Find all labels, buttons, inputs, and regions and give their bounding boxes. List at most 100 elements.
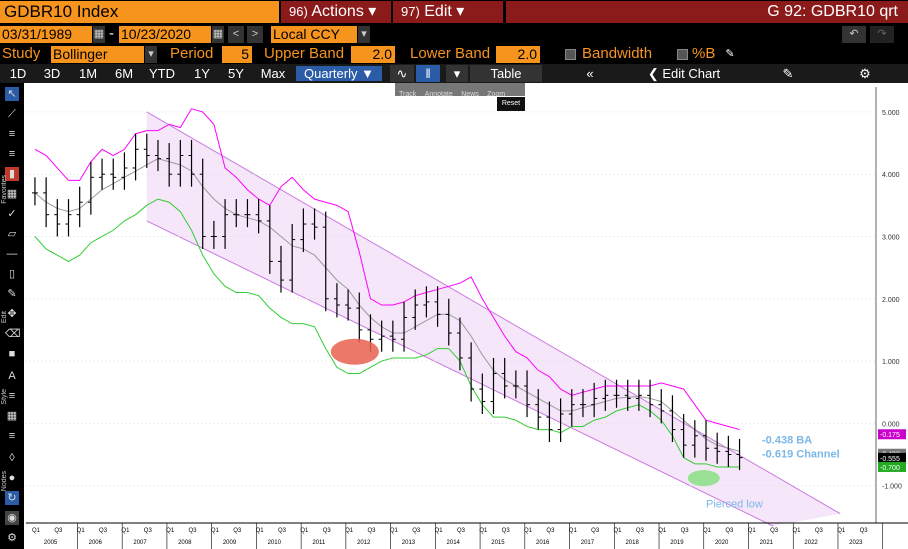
timeframe-1d[interactable]: 1D	[9, 66, 27, 81]
ticker-field[interactable]: GDBR10 Index	[0, 1, 279, 23]
node-icon[interactable]: ◊	[9, 452, 15, 464]
x-quarter-label: Q1	[32, 528, 41, 534]
bandwidth-label: Bandwidth	[582, 45, 653, 62]
x-year-label: 2013	[402, 540, 416, 546]
next-arrow-icon[interactable]: >	[247, 26, 263, 43]
end-date-field[interactable]: 10/23/2020	[119, 26, 211, 43]
style-icon[interactable]: ▦	[6, 410, 18, 422]
lower-band-input[interactable]: 2.0	[496, 46, 540, 63]
eraser-icon[interactable]: ⌫	[5, 328, 21, 340]
left-toolbar: ↖ ⟋ ≡ ≡ ▮ ▦ ✓ ▱ — ▯ ✎ ✥ ⌫ ■ A ≡ ▦ ≡ ◊ ● …	[0, 83, 24, 549]
period-label: Period	[170, 45, 214, 62]
x-quarter-label: Q1	[256, 528, 265, 534]
period-input[interactable]: 5	[222, 46, 252, 63]
x-year-label: 2007	[133, 540, 147, 546]
bar-chart-icon[interactable]: ‖	[416, 65, 440, 82]
x-quarter-label: Q1	[703, 528, 712, 534]
x-quarter-label: Q1	[748, 528, 757, 534]
line-tool-icon[interactable]: ⟋	[8, 108, 16, 120]
start-date-field[interactable]: 03/31/1989	[0, 26, 92, 43]
line-chart-icon[interactable]: ∿	[390, 65, 414, 82]
delete-icon[interactable]: ■	[8, 348, 16, 360]
ruler-icon[interactable]: ▯	[8, 268, 16, 280]
actions-menu-button[interactable]: 96) Actions ▾	[281, 1, 391, 23]
x-quarter-label: Q3	[815, 528, 824, 534]
shapes-icon[interactable]: ▱	[7, 228, 17, 240]
prev-arrow-icon[interactable]: <	[228, 26, 244, 43]
move-icon[interactable]: ✥	[7, 308, 17, 320]
zoom-button[interactable]: Zoom	[487, 91, 506, 98]
calendar-icon[interactable]: ▦	[93, 26, 105, 43]
chevron-down-icon[interactable]: ▾	[358, 26, 370, 43]
upper-band-input[interactable]: 2.0	[351, 46, 395, 63]
pctb-checkbox[interactable]	[677, 49, 688, 60]
pen-icon[interactable]: ✎	[7, 288, 17, 300]
actions-menu-number: 96)	[289, 4, 308, 19]
y-tick-label: 4.000	[882, 172, 900, 179]
chart-area[interactable]: 5.000 4.000 3.000 2.000 1.000 0.000 -1.000 -0.1…	[24, 83, 908, 549]
period-select[interactable]: Quarterly ▼	[296, 66, 382, 81]
gear-icon[interactable]: ⚙	[852, 65, 878, 82]
timeframe-ytd[interactable]: YTD	[149, 66, 175, 81]
price-tag-bg	[878, 452, 906, 463]
timeframe-max[interactable]: Max	[260, 66, 286, 81]
pencil-icon[interactable]: ✎	[722, 46, 738, 63]
chevron-down-icon[interactable]: ▾	[446, 65, 468, 82]
reset-button[interactable]: Reset	[497, 97, 525, 111]
x-quarter-label: Q1	[121, 528, 130, 534]
x-year-label: 2021	[760, 540, 774, 546]
x-quarter-label: Q1	[792, 528, 801, 534]
timeframe-1m[interactable]: 1M	[78, 66, 98, 81]
layers-icon[interactable]: ≡	[8, 430, 16, 442]
bandwidth-checkbox[interactable]	[565, 49, 576, 60]
trend-channel	[146, 111, 841, 527]
font-icon[interactable]: A	[8, 370, 16, 382]
settings-icon[interactable]: ⚙	[7, 532, 17, 544]
refresh-icon[interactable]: ↻	[5, 491, 19, 505]
study-select[interactable]: Bollinger	[51, 46, 144, 63]
chevron-down-icon[interactable]: ▾	[145, 46, 157, 63]
edit-chart-button[interactable]: ❮ Edit Chart	[636, 65, 732, 82]
timeframe-5y[interactable]: 5Y	[228, 66, 244, 81]
timeframe-1y[interactable]: 1Y	[194, 66, 210, 81]
chart-title: G 92: GDBR10 qrt	[506, 1, 908, 23]
chart-float-toolbar: Track Annotate News Zoom	[395, 83, 525, 98]
collapse-icon[interactable]: «	[576, 65, 604, 82]
track-button[interactable]: Track	[399, 91, 417, 98]
timeframe-3d[interactable]: 3D	[43, 66, 61, 81]
currency-select[interactable]: Local CCY	[271, 26, 357, 43]
fib-icon[interactable]: ≡	[8, 128, 16, 140]
align-icon[interactable]: ≡	[8, 390, 16, 402]
news-button[interactable]: News	[461, 91, 479, 98]
draw-icon[interactable]: ✎	[776, 65, 800, 82]
node-2-icon[interactable]: ●	[8, 472, 16, 484]
fib-fan-icon[interactable]: ≡	[8, 148, 16, 160]
calendar-icon[interactable]: ▦	[212, 26, 224, 43]
price-tag: -0.555	[880, 456, 900, 463]
hline-icon[interactable]: —	[6, 248, 18, 260]
y-tick-label: 0.000	[882, 421, 900, 428]
brush-icon[interactable]: ✓	[7, 208, 17, 220]
text-tool-icon[interactable]: ▦	[6, 188, 18, 200]
annotate-button[interactable]: Annotate	[424, 91, 453, 98]
undo-icon[interactable]: ↶	[842, 26, 866, 43]
timeframe-6m[interactable]: 6M	[114, 66, 134, 81]
color-palette-icon[interactable]: ◉	[5, 511, 19, 525]
y-tick-label: -1.000	[882, 484, 902, 491]
x-quarter-label: Q3	[367, 528, 376, 534]
price-chart[interactable]: 5.000 4.000 3.000 2.000 1.000 0.000 -1.000 -0.1…	[24, 83, 908, 549]
x-quarter-label: Q3	[502, 528, 511, 534]
edit-menu-number: 97)	[401, 4, 420, 19]
x-year-label: 2018	[625, 540, 639, 546]
x-year-label: 2012	[357, 540, 371, 546]
x-quarter-label: Q1	[524, 528, 533, 534]
x-quarter-label: Q1	[390, 528, 399, 534]
table-button[interactable]: Table	[470, 65, 542, 82]
x-quarter-label: Q3	[412, 528, 421, 534]
cursor-icon[interactable]: ↖	[5, 87, 19, 101]
redo-icon[interactable]: ↷	[870, 26, 894, 43]
x-quarter-label: Q1	[300, 528, 309, 534]
channel-upper-line	[146, 111, 841, 515]
edit-menu-button[interactable]: 97) Edit ▾	[393, 1, 503, 23]
highlight-icon[interactable]: ▮	[5, 167, 19, 181]
